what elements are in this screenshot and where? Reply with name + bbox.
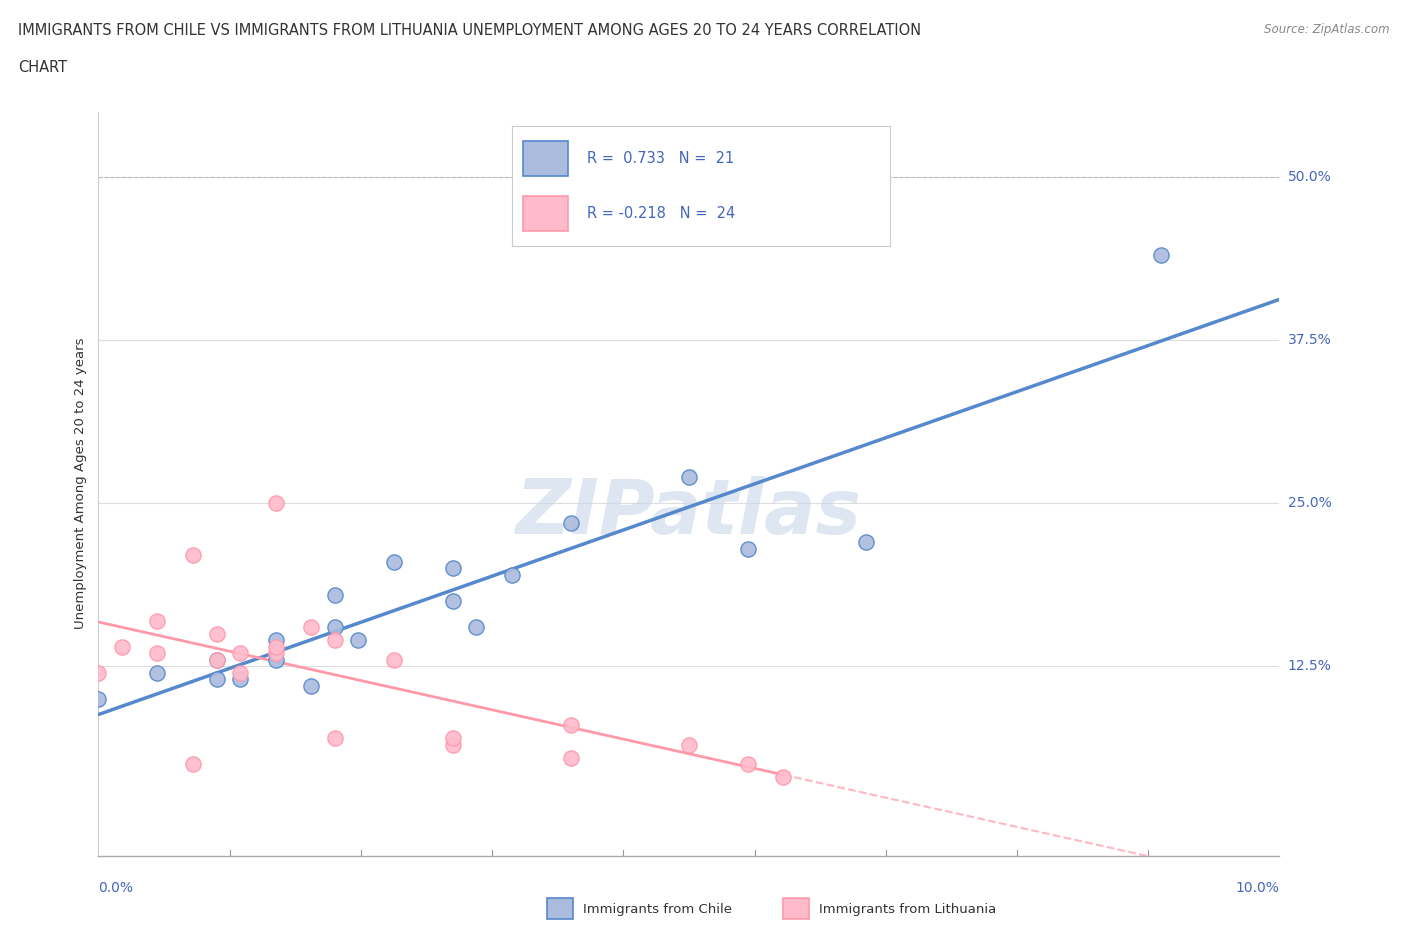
Point (737, 757, 759, 772)
Point (299, 619, 322, 634)
Point (382, 554, 405, 569)
Point (299, 679, 322, 694)
Point (205, 626, 228, 641)
Text: 37.5%: 37.5% (1288, 333, 1331, 347)
Point (264, 652, 287, 667)
Point (264, 496, 287, 511)
Point (323, 619, 346, 634)
Point (737, 541, 759, 556)
Point (501, 567, 523, 582)
Text: 10.0%: 10.0% (1236, 881, 1279, 895)
Point (87, 666, 110, 681)
Bar (783, 898, 810, 919)
Point (264, 639, 287, 654)
Text: 25.0%: 25.0% (1288, 497, 1331, 511)
Point (205, 652, 228, 667)
Point (1150, 247, 1173, 262)
Point (560, 751, 582, 765)
Point (678, 737, 700, 752)
Point (146, 613, 169, 628)
Point (146, 666, 169, 681)
Point (181, 757, 204, 772)
Point (205, 652, 228, 667)
Point (323, 731, 346, 746)
Point (560, 515, 582, 530)
Point (229, 672, 252, 687)
Point (772, 770, 794, 785)
Text: CHART: CHART (18, 60, 67, 75)
Text: 12.5%: 12.5% (1288, 659, 1331, 673)
Point (465, 619, 488, 634)
Point (382, 652, 405, 667)
Point (111, 639, 134, 654)
Point (146, 645, 169, 660)
Point (323, 587, 346, 602)
Text: ZIPatlas: ZIPatlas (516, 476, 862, 551)
Point (678, 470, 700, 485)
Point (181, 548, 204, 563)
Text: Immigrants from Chile: Immigrants from Chile (582, 903, 731, 916)
Point (264, 645, 287, 660)
Point (205, 672, 228, 687)
Text: Source: ZipAtlas.com: Source: ZipAtlas.com (1264, 23, 1389, 36)
Bar (547, 898, 574, 919)
Point (87, 692, 110, 707)
Point (441, 731, 464, 746)
Text: 0.0%: 0.0% (98, 881, 134, 895)
Point (441, 593, 464, 608)
Point (264, 632, 287, 647)
Point (441, 561, 464, 576)
Point (855, 535, 877, 550)
Point (347, 632, 370, 647)
Text: Immigrants from Lithuania: Immigrants from Lithuania (818, 903, 995, 916)
Text: IMMIGRANTS FROM CHILE VS IMMIGRANTS FROM LITHUANIA UNEMPLOYMENT AMONG AGES 20 TO: IMMIGRANTS FROM CHILE VS IMMIGRANTS FROM… (18, 23, 921, 38)
Y-axis label: Unemployment Among Ages 20 to 24 years: Unemployment Among Ages 20 to 24 years (75, 338, 87, 630)
Point (323, 632, 346, 647)
Point (441, 737, 464, 752)
Point (560, 718, 582, 733)
Point (229, 645, 252, 660)
Text: 50.0%: 50.0% (1288, 170, 1331, 184)
Point (229, 666, 252, 681)
